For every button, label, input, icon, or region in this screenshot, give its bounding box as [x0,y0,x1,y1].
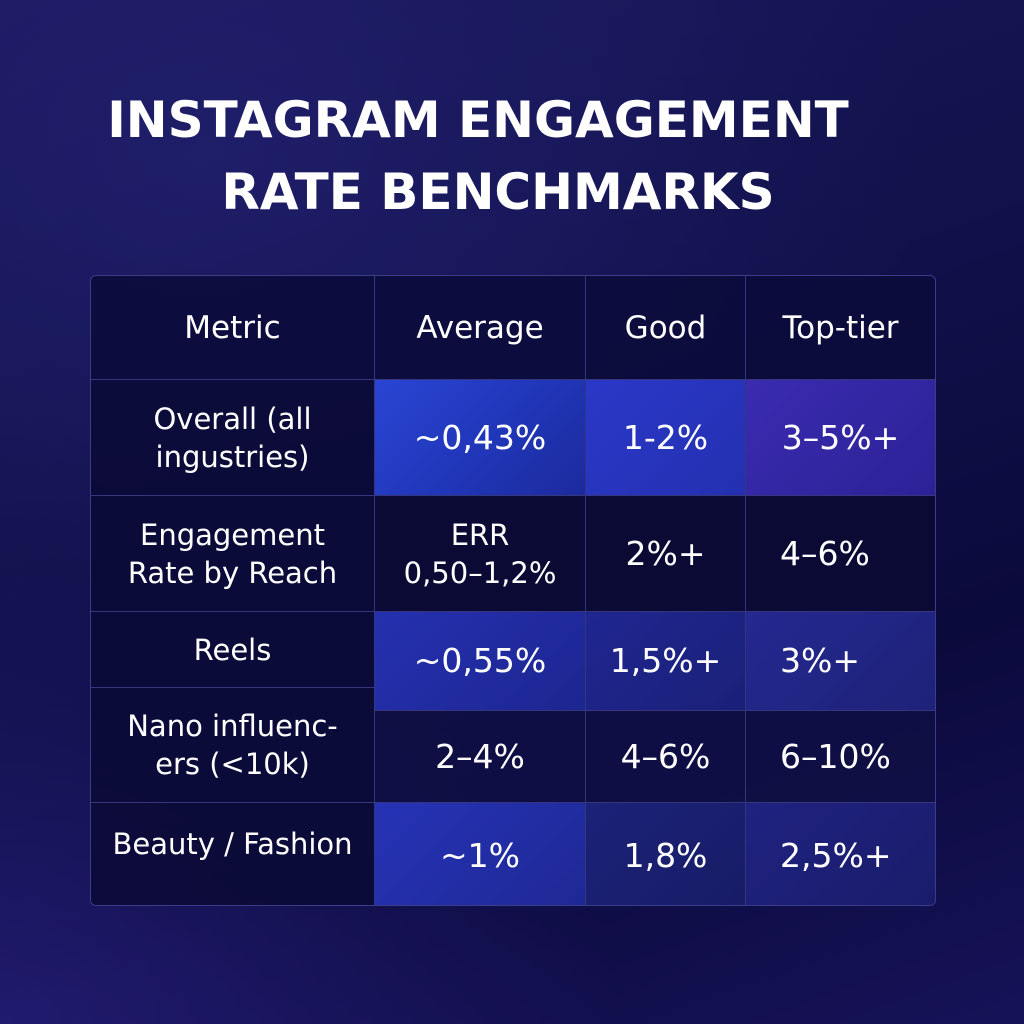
row-overall-average-value: ~0,43% [413,417,547,457]
header-top-tier: Top-tier [746,276,935,380]
page-title: INSTAGRAM ENGAGEMENT RATE BENCHMARKS [0,84,956,228]
row-reels-average-value: ~0,55% [413,641,547,680]
row-beauty-average: ~1% [375,803,586,905]
row-nano-good-value: 4–6% [620,736,711,776]
row-beauty-good: 1,8% [586,803,746,905]
header-metric: Metric [91,276,375,380]
row-reels-top-value: 3%+ [780,641,861,680]
row-overall-top: 3–5%+ [746,380,935,496]
header-average-label: Average [416,309,544,346]
row-overall-top-value: 3–5%+ [781,417,900,457]
row-nano-average: 2–4% [375,711,586,803]
row-err-metric-line1: Engagement [140,517,325,552]
row-overall-average: ~0,43% [375,380,586,496]
row-reels-good: 1,5%+ [586,612,746,711]
benchmark-table: Metric Average Good Top-tier Overall (al… [90,275,936,906]
row-beauty-good-value: 1,8% [623,835,708,875]
row-err-average: ERR 0,50–1,2% [375,496,586,612]
row-overall-metric-line2: ingustries) [155,439,310,474]
row-nano-metric-line1: Nano influenc- [127,709,338,743]
header-good-label: Good [624,309,707,346]
header-good: Good [586,276,746,380]
row-err-metric-line2: Rate by Reach [127,555,338,590]
row-err-good-value: 2%+ [625,533,706,573]
row-overall-good: 1-2% [586,380,746,496]
row-reels-metric-line1: Reels [193,632,272,667]
header-metric-label: Metric [184,309,281,346]
row-beauty-average-value: ~1% [439,835,520,875]
header-average: Average [375,276,586,380]
row-err-average-line2: 0,50–1,2% [403,555,557,590]
row-nano-metric-line2: ers (<10k) [155,747,310,781]
row-beauty-metric: Beauty / Fashion [91,803,375,905]
row-reels-top: 3%+ [746,612,935,711]
row-nano-good: 4–6% [586,711,746,803]
row-beauty-metric-line1: Beauty / Fashion [112,827,353,861]
row-overall-metric: Overall (all ingustries) [91,380,375,496]
row-reels-average: ~0,55% [375,612,586,711]
row-beauty-top-value: 2,5%+ [780,835,892,875]
row-beauty-top: 2,5%+ [746,803,935,905]
row-nano-top-value: 6–10% [780,736,891,776]
row-overall-good-value: 1-2% [622,417,709,457]
title-line-2: RATE BENCHMARKS [221,163,775,221]
row-err-good: 2%+ [586,496,746,612]
row-nano-top: 6–10% [746,711,935,803]
row-nano-metric: Nano influenc- ers (<10k) [91,688,375,803]
row-err-metric: Engagement Rate by Reach [91,496,375,612]
row-err-average-line1: ERR [450,517,510,552]
row-reels-good-value: 1,5%+ [609,641,722,680]
row-reels-metric: Reels [91,612,375,688]
header-top-tier-label: Top-tier [782,309,899,346]
title-line-1: INSTAGRAM ENGAGEMENT [107,91,849,149]
row-nano-average-value: 2–4% [435,736,525,776]
row-overall-metric-line1: Overall (all [153,401,312,436]
row-err-top: 4–6% [746,496,935,612]
row-err-top-value: 4–6% [780,533,870,573]
